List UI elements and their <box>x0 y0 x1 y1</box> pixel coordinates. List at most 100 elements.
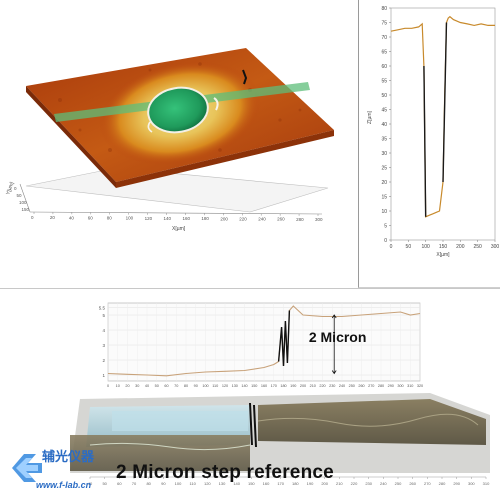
x-tick-label: 20 <box>50 215 56 220</box>
y-tick-label: 40 <box>381 122 387 128</box>
step-surface-3d <box>70 393 490 473</box>
x-tick-label: 200 <box>456 244 465 250</box>
x-tick-label: 80 <box>146 481 151 486</box>
x-tick-label: 260 <box>409 481 416 486</box>
y-tick-label: 25 <box>381 166 387 172</box>
x-tick-label: 30 <box>135 384 139 388</box>
x-tick-label: 120 <box>222 384 228 388</box>
x-tick-label: 70 <box>132 481 137 486</box>
x-tick-label: 210 <box>310 384 316 388</box>
x-tick-label: 50 <box>406 244 412 250</box>
step-surface-x-axis: 40 50 60 70 80 90 100 110 120 130 140 150 160 170 180 1… <box>88 476 490 486</box>
step-upper-surface <box>258 399 486 445</box>
x-tick-label: 70 <box>174 384 178 388</box>
x-tick-label: 290 <box>453 481 460 486</box>
brand-logo-icon <box>12 454 42 482</box>
surface-3d-panel: 0 50 100 150 0 20 40 60 80 100 120 140 160 180 200 220… <box>0 0 358 288</box>
x-tick-label: 160 <box>261 384 267 388</box>
x-tick-label: 100 <box>202 384 208 388</box>
x-tick-label: 310 <box>407 384 413 388</box>
y-tick-label: 80 <box>381 6 387 12</box>
y-tick-label: 35 <box>381 137 387 143</box>
brand-name: 辅光仪器 <box>42 449 95 464</box>
x-tick-label: 180 <box>280 384 286 388</box>
x-axis-label: X[µm] <box>172 226 186 232</box>
x-tick-label: 90 <box>161 481 166 486</box>
x-tick-label: 180 <box>292 481 299 486</box>
x-tick-label: 260 <box>358 384 364 388</box>
x-tick-label: 10 <box>116 384 120 388</box>
y-axis: 050 100 150 <box>14 183 31 213</box>
arrow-head-down <box>331 370 337 375</box>
x-tick-label: 100 <box>126 216 134 221</box>
x-tick-label: 120 <box>145 216 153 221</box>
x-tick-label: 220 <box>351 481 358 486</box>
x-tick-label: 190 <box>290 384 296 388</box>
y-tick-label: 55 <box>381 79 387 85</box>
x-tick-label: 40 <box>145 384 149 388</box>
y-tick-label: 1 <box>102 373 105 378</box>
x-tick-label: 160 <box>263 481 270 486</box>
x-tick-label: 60 <box>117 481 122 486</box>
y-tick-label: 10 <box>381 209 387 215</box>
y-tick-label: 50 <box>17 193 23 198</box>
x-tick-label: 300 <box>315 217 323 222</box>
x-tick-label: 220 <box>239 216 247 221</box>
x-tick-label: 280 <box>439 481 446 486</box>
x-tick-label: 230 <box>365 481 372 486</box>
x-tick-label: 80 <box>107 216 113 221</box>
x-tick-label: 130 <box>232 384 238 388</box>
x-tick-label: 0 <box>107 384 109 388</box>
y-tick-label: 5 <box>102 313 105 318</box>
x-tick-label: 300 <box>468 481 475 486</box>
y-tick-label: 2 <box>102 358 105 363</box>
x-tick-label: 140 <box>233 481 240 486</box>
peak-marker <box>242 69 248 85</box>
x-tick-label: 60 <box>88 215 94 220</box>
x-tick-label: 40 <box>88 481 93 486</box>
step-edge <box>277 310 291 367</box>
height-annotation: 2 Micron <box>309 329 367 345</box>
x-tick-label: 260 <box>277 217 285 222</box>
height-profile-panel: 0 5 10 15 20 25 30 35 40 45 50 55 60 65 70 75 80 0 50 100 15… <box>358 0 500 288</box>
y-tick-label: 20 <box>381 180 387 186</box>
x-tick-label: 180 <box>201 216 209 221</box>
x-tick-label: 150 <box>439 244 448 250</box>
x-tick-label: 200 <box>220 216 228 221</box>
surface-side-edge <box>116 130 334 188</box>
height-profile-chart: 0 5 10 15 20 25 30 35 40 45 50 55 60 65 70 75 80 0 50 100 15… <box>367 6 500 258</box>
x-tick-label: 280 <box>296 217 304 222</box>
x-tick-label: 150 <box>251 384 257 388</box>
x-tick-label: 300 <box>397 384 403 388</box>
crater <box>147 86 209 134</box>
y-tick-label: 4 <box>102 328 105 333</box>
surface-front-edge <box>26 86 116 188</box>
x-tick-label: 250 <box>349 384 355 388</box>
x-tick-label: 110 <box>189 481 196 486</box>
y-tick-label: 70 <box>381 35 387 41</box>
y-axis-label: Y[µm] <box>5 181 15 196</box>
y-tick-label: 30 <box>381 151 387 157</box>
x-tick-label: 290 <box>388 384 394 388</box>
brand-url[interactable]: www.f-lab.cn <box>36 480 92 490</box>
x-tick-label: 20 <box>125 384 129 388</box>
y-tick-label: 5.5 <box>99 306 106 311</box>
x-tick-label: 100 <box>421 244 430 250</box>
x-tick-label: 200 <box>321 481 328 486</box>
x-axis-label: X[µm] <box>436 252 450 258</box>
x-tick-label: 60 <box>164 384 168 388</box>
x-tick-label: 160 <box>182 216 190 221</box>
x-tick-label: 240 <box>339 384 345 388</box>
x-tick-label: 300 <box>491 244 500 250</box>
x-tick-label: 140 <box>241 384 247 388</box>
x-axis: 0 20 40 60 80 100 120 140 160 180 200 220 240 260 280 3… <box>29 211 323 222</box>
x-tick-label: 140 <box>164 216 172 221</box>
x-tick-label: 280 <box>378 384 384 388</box>
x-tick-label: 310 <box>483 481 490 486</box>
plot-frame <box>390 7 496 241</box>
arrow-head-up <box>331 314 337 319</box>
y-tick-label: 15 <box>381 195 387 201</box>
y-axis-label: Z[µm] <box>367 111 373 124</box>
